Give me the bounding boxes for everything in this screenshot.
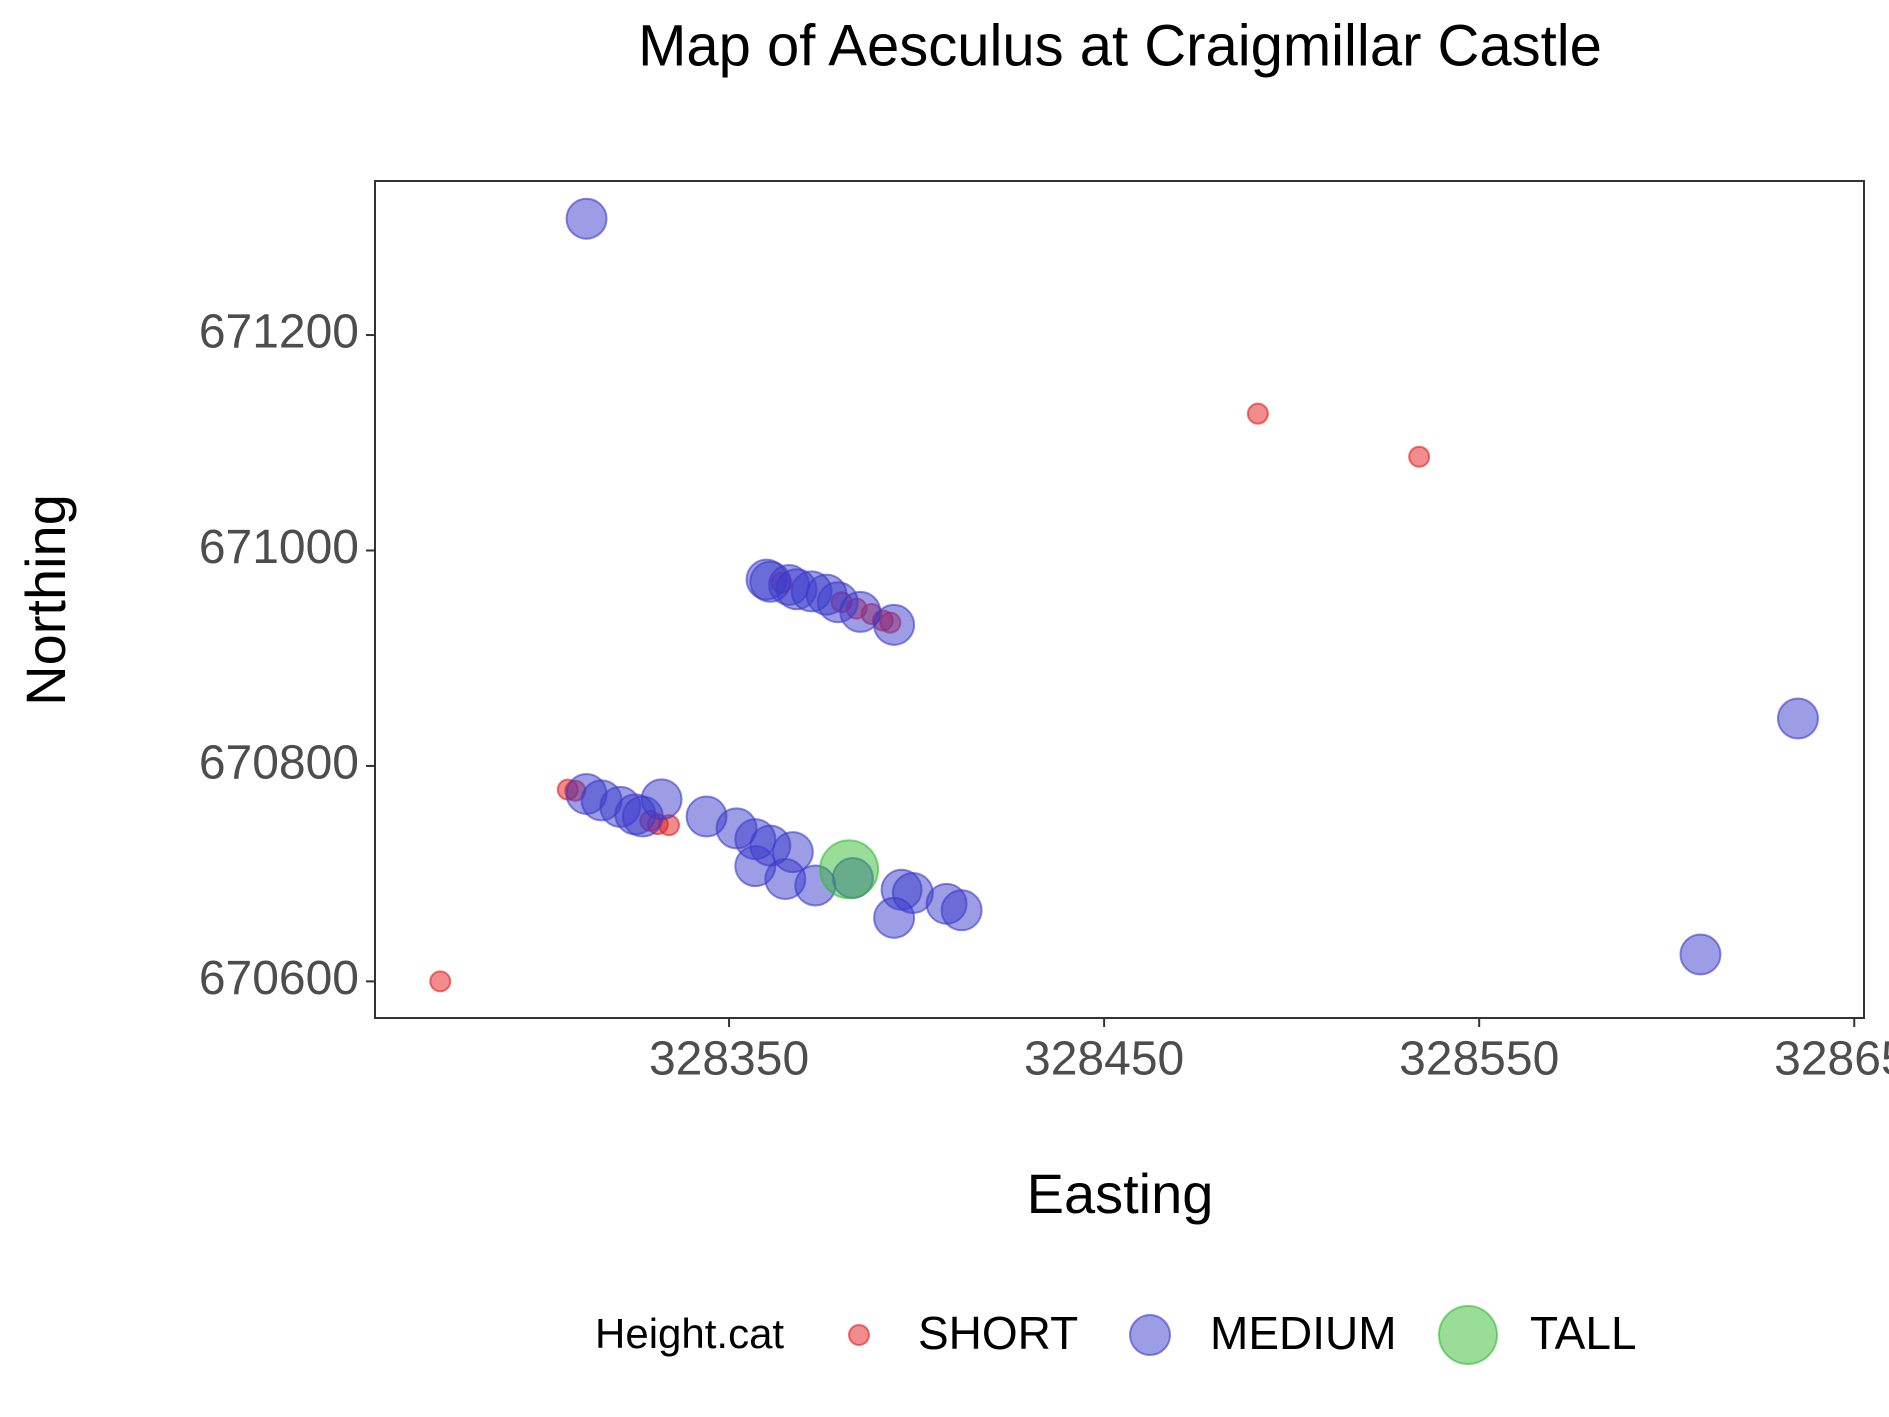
plot-panel: [374, 180, 1865, 1019]
chart-title: Map of Aesculus at Craigmillar Castle: [638, 13, 1602, 78]
legend-swatch: [848, 1324, 870, 1346]
x-axis-title: Easting: [1027, 1162, 1214, 1225]
point: [429, 970, 452, 993]
x-tick-label: 328350: [649, 1033, 809, 1086]
legend-title: Height.cat: [595, 1310, 784, 1357]
legend-label: TALL: [1530, 1307, 1637, 1359]
point: [640, 778, 683, 821]
y-axis-title: Northing: [14, 494, 77, 706]
point: [873, 896, 916, 939]
point: [1776, 697, 1819, 740]
legend-label: MEDIUM: [1210, 1307, 1397, 1359]
legend-swatch: [1438, 1305, 1498, 1365]
point: [565, 197, 608, 240]
y-tick-label: 670800: [199, 737, 359, 790]
point: [1408, 445, 1431, 468]
point: [819, 839, 880, 900]
x-tick-label: 328450: [1024, 1033, 1184, 1086]
point: [940, 889, 983, 932]
point: [873, 603, 916, 646]
y-tick-label: 670600: [199, 952, 359, 1005]
x-tick-label: 328650: [1774, 1033, 1889, 1086]
y-tick-label: 671000: [199, 521, 359, 574]
legend-label: SHORT: [918, 1307, 1078, 1359]
legend-swatch: [1129, 1314, 1171, 1356]
point: [1679, 933, 1722, 976]
y-tick-label: 671200: [199, 306, 359, 359]
point: [1246, 402, 1269, 425]
x-tick-label: 328550: [1399, 1033, 1559, 1086]
